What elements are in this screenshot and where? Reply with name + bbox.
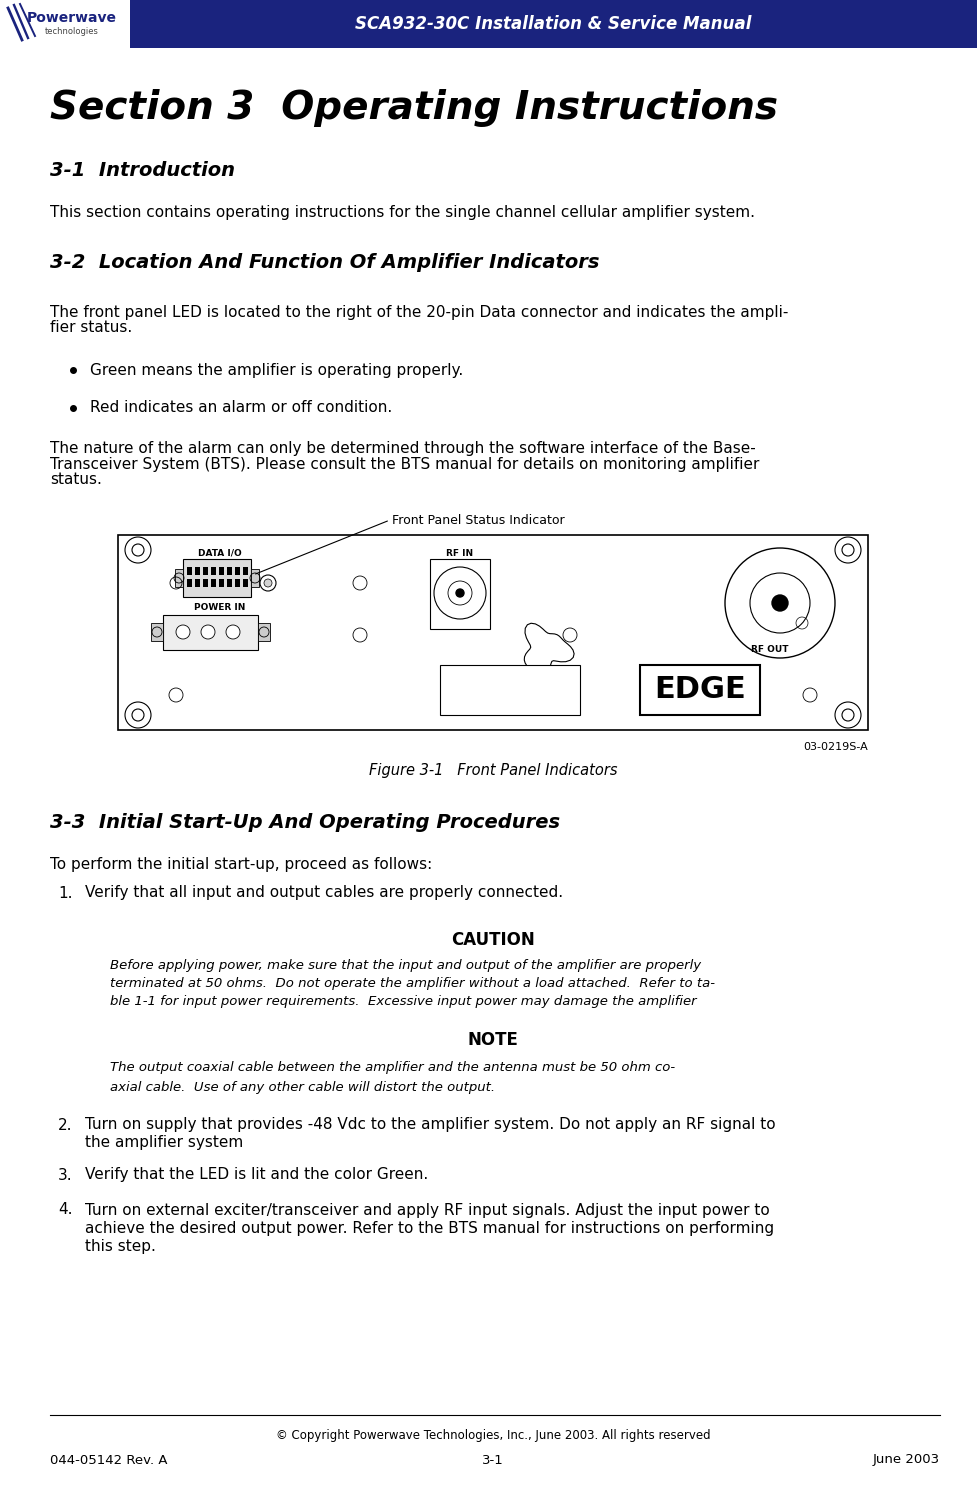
Text: 2.: 2. [58,1118,72,1132]
Text: 044-05142 Rev. A: 044-05142 Rev. A [50,1454,167,1467]
Bar [183,560,251,597]
Text: Before applying power, make sure that the input and output of the amplifier are : Before applying power, make sure that th… [110,960,701,972]
Bar [163,615,258,650]
Polygon shape [525,622,574,676]
Bar [235,567,240,574]
Bar [211,579,216,586]
Text: SCA932-30C Installation & Service Manual: SCA932-30C Installation & Service Manual [355,15,751,33]
Text: NOTE: NOTE [468,1030,519,1048]
Circle shape [176,626,190,639]
Bar [251,568,259,586]
Text: Turn on supply that provides -48 Vdc to the amplifier system. Do not apply an RF: Turn on supply that provides -48 Vdc to … [85,1118,776,1132]
Text: 3.: 3. [58,1167,72,1182]
Text: RF IN: RF IN [446,549,474,558]
Bar [211,567,216,574]
Text: DATA I/O: DATA I/O [198,549,242,558]
Text: 1.: 1. [58,885,72,900]
Text: 3-3  Initial Start-Up And Operating Procedures: 3-3 Initial Start-Up And Operating Proce… [50,813,560,831]
Bar [235,579,240,586]
Text: 4.: 4. [58,1203,72,1218]
Text: POWER IN: POWER IN [194,603,245,612]
Text: status.: status. [50,472,102,488]
Text: June 2003: June 2003 [872,1454,940,1467]
Bar [175,568,183,586]
Bar [203,579,208,586]
Text: © Copyright Powerwave Technologies, Inc., June 2003. All rights reserved: © Copyright Powerwave Technologies, Inc.… [276,1428,710,1442]
Text: technologies: technologies [45,27,99,36]
Text: The front panel LED is located to the right of the 20-pin Data connector and ind: The front panel LED is located to the ri… [50,304,788,320]
Bar [440,664,580,716]
Text: 3-1: 3-1 [482,1454,504,1467]
Bar [187,567,192,574]
Bar [151,622,163,640]
Bar [187,579,192,586]
Text: Transceiver System (BTS). Please consult the BTS manual for details on monitorin: Transceiver System (BTS). Please consult… [50,456,759,471]
Bar [130,0,977,48]
Bar [195,567,200,574]
Bar [430,560,490,628]
Bar [227,567,232,574]
Text: Front Panel Status Indicator: Front Panel Status Indicator [392,513,565,526]
Text: Red indicates an alarm or off condition.: Red indicates an alarm or off condition. [90,400,392,416]
Text: Verify that the LED is lit and the color Green.: Verify that the LED is lit and the color… [85,1167,428,1182]
Text: ble 1-1 for input power requirements.  Excessive input power may damage the ampl: ble 1-1 for input power requirements. Ex… [110,996,697,1008]
Bar [195,579,200,586]
Bar [219,579,224,586]
Text: Turn on external exciter/transceiver and apply RF input signals. Adjust the inpu: Turn on external exciter/transceiver and… [85,1203,770,1218]
Text: Powerwave: Powerwave [27,10,117,26]
Text: Verify that all input and output cables are properly connected.: Verify that all input and output cables … [85,885,563,900]
Text: 3-2  Location And Function Of Amplifier Indicators: 3-2 Location And Function Of Amplifier I… [50,252,600,272]
Text: Section 3  Operating Instructions: Section 3 Operating Instructions [50,88,778,128]
Bar [243,567,248,574]
Text: achieve the desired output power. Refer to the BTS manual for instructions on pe: achieve the desired output power. Refer … [85,1221,774,1236]
Circle shape [772,596,788,610]
Text: To perform the initial start-up, proceed as follows:: To perform the initial start-up, proceed… [50,858,432,873]
Bar [243,579,248,586]
Text: 03-0219S-A: 03-0219S-A [803,742,868,752]
Text: Green means the amplifier is operating properly.: Green means the amplifier is operating p… [90,363,463,378]
Text: fier status.: fier status. [50,321,132,336]
Bar [227,579,232,586]
Text: This section contains operating instructions for the single channel cellular amp: This section contains operating instruct… [50,204,755,219]
Text: terminated at 50 ohms.  Do not operate the amplifier without a load attached.  R: terminated at 50 ohms. Do not operate th… [110,978,715,990]
Text: the amplifier system: the amplifier system [85,1136,243,1150]
Text: RF OUT: RF OUT [751,645,788,654]
Bar [118,536,868,730]
Text: axial cable.  Use of any other cable will distort the output.: axial cable. Use of any other cable will… [110,1082,495,1095]
Circle shape [201,626,215,639]
Text: The nature of the alarm can only be determined through the software interface of: The nature of the alarm can only be dete… [50,441,756,456]
Circle shape [456,590,464,597]
Bar [258,622,270,640]
Text: CAUTION: CAUTION [451,932,534,950]
Bar [640,664,760,716]
Text: The output coaxial cable between the amplifier and the antenna must be 50 ohm co: The output coaxial cable between the amp… [110,1062,675,1074]
Circle shape [264,579,272,586]
Text: EDGE: EDGE [655,675,745,705]
Text: 3-1  Introduction: 3-1 Introduction [50,160,235,180]
Text: Figure 3-1   Front Panel Indicators: Figure 3-1 Front Panel Indicators [368,762,617,777]
Bar [203,567,208,574]
Text: this step.: this step. [85,1239,156,1254]
Circle shape [226,626,240,639]
Bar [219,567,224,574]
